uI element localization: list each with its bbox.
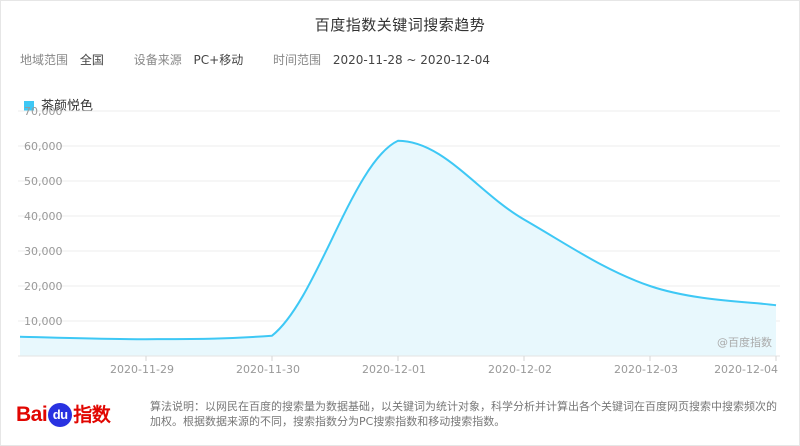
chart-title: 百度指数关键词搜索趋势	[314, 16, 486, 34]
time-value: 2020-11-28 ~ 2020-12-04	[332, 53, 491, 67]
legend-label: 茶颜悦色	[41, 99, 94, 114]
y-tick-label: 60,000	[24, 140, 63, 153]
legend[interactable]: 茶颜悦色	[24, 95, 93, 114]
region-label: 地域范围	[20, 53, 69, 67]
series-area	[20, 140, 776, 356]
algorithm-note: 算法说明：以网民在百度的搜索量为数据基础，以关键词为统计对象，科学分析并计算出各…	[150, 400, 777, 428]
chart-meta: 地域范围 全国 设备来源 PC+移动 时间范围 2020-11-28 ~ 202…	[20, 51, 516, 68]
x-tick-label: 2020-11-29	[110, 363, 174, 376]
watermark: @百度指数	[717, 335, 772, 349]
source-label: 设备来源	[133, 53, 182, 67]
y-tick-label: 30,000	[24, 245, 63, 258]
x-tick-label: 2020-11-30	[236, 363, 300, 376]
x-tick-label: 2020-12-02	[488, 363, 552, 376]
x-axis-ticks: 2020-11-29 2020-11-30 2020-12-01 2020-12-02…	[110, 356, 778, 376]
series-line[interactable]	[19, 139, 777, 341]
y-tick-label: 10,000	[24, 315, 63, 328]
x-tick-label: 2020-12-01	[362, 363, 426, 376]
x-tick-label: 2020-12-03	[614, 363, 678, 376]
region-value: 全国	[79, 53, 104, 67]
y-tick-label: 40,000	[24, 210, 63, 223]
legend-swatch	[24, 101, 34, 111]
baidu-index-logo: Bai du 指数	[16, 403, 111, 427]
y-tick-label: 20,000	[24, 280, 63, 293]
y-tick-label: 50,000	[24, 175, 63, 188]
x-tick-label: 2020-12-04	[714, 363, 778, 376]
time-label: 时间范围	[273, 53, 322, 67]
y-axis-ticks: 10,000 20,000 30,000 40,000 50,000 60,000 70,0…	[24, 105, 63, 328]
source-value: PC+移动	[193, 53, 244, 67]
y-tick-label: 70,000	[24, 105, 63, 118]
